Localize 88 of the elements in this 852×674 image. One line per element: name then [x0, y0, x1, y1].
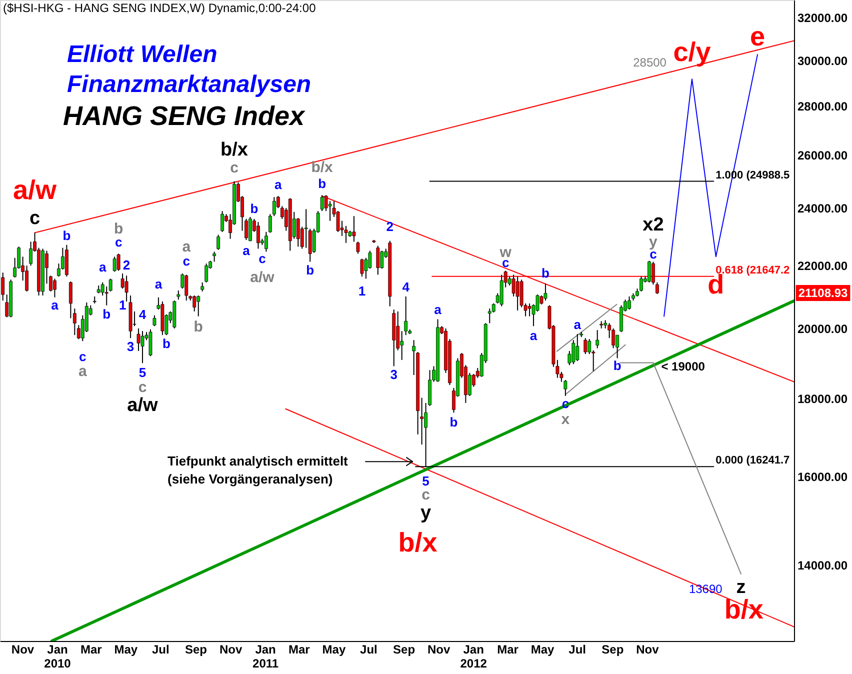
annotation: b: [318, 176, 326, 192]
annotation: 1: [118, 298, 126, 313]
annotation: a: [98, 259, 107, 274]
annotation: c: [422, 486, 430, 504]
y-tick-label: 20000.00: [798, 322, 848, 336]
text: 21108.93: [798, 286, 848, 300]
annotation: c: [79, 349, 86, 364]
chart-title: ($HSI-HKG - HANG SENG INDEX,W) Dynamic,0:00-24:00: [3, 1, 316, 15]
annotation: e: [750, 22, 766, 52]
x-tick-label: Jul: [152, 642, 170, 656]
annotation: c: [230, 159, 238, 176]
y-tick-label: 28000.00: [798, 99, 848, 114]
x-tick-label: Sep: [185, 642, 208, 656]
annotation: 2: [386, 218, 394, 234]
annotation: c: [138, 379, 147, 396]
x-tick-label: Sep: [393, 642, 416, 656]
annotation: 28500: [633, 55, 667, 70]
annotation: Elliott Wellen: [67, 41, 218, 68]
y-tick-label: 16000.00: [798, 470, 848, 484]
annotation: Tiefpunkt analytisch ermittelt: [168, 454, 349, 469]
annotation: a: [182, 238, 192, 256]
annotation: b: [450, 414, 458, 430]
x-tick-label: Nov: [427, 642, 450, 656]
annotation: 3: [126, 339, 134, 354]
annotation: x2: [642, 214, 664, 236]
annotation: a/w: [13, 174, 58, 205]
x-tick-label: Mar: [497, 642, 519, 656]
x-tick-label: May: [114, 642, 138, 656]
annotation: b: [194, 318, 203, 336]
annotation: a: [574, 317, 582, 332]
annotation: y: [420, 502, 432, 524]
annotation: 0.000 (16241.7: [716, 454, 790, 467]
annotation: 2: [122, 258, 130, 273]
x-tick-label: Mar: [80, 642, 102, 656]
y-tick-label: 32000.00: [798, 11, 848, 26]
text: HANG SENG Index: [63, 101, 306, 131]
annotation: b: [306, 262, 314, 278]
annotation: w: [498, 244, 512, 261]
x-tick-label: Mar: [288, 642, 310, 656]
annotation: < 19000: [661, 360, 706, 374]
x-tick-label: Jul: [360, 642, 378, 656]
y-tick-label: 14000.00: [798, 558, 848, 572]
annotation: a/w: [250, 268, 275, 286]
y-tick-label: 26000.00: [798, 148, 848, 163]
annotation: a: [154, 276, 163, 292]
annotation: 4: [402, 279, 410, 294]
annotation: c/y: [673, 37, 711, 68]
y-tick-label: 30000.00: [798, 54, 848, 68]
x-tick-label: Nov: [219, 642, 242, 656]
annotation: c: [29, 208, 40, 229]
annotation: b: [250, 200, 258, 216]
y-tick-label: 24000.00: [798, 202, 848, 216]
x-tick-label: Jan 2010: [44, 642, 72, 670]
annotation: a: [78, 363, 88, 380]
y-tick-label: 18000.00: [798, 392, 848, 406]
annotation: b: [62, 228, 71, 243]
annotation: c: [182, 254, 190, 269]
annotation: Finanzmarktanalysen: [67, 71, 312, 98]
annotation: (siehe Vorgängeranalysen): [168, 472, 333, 487]
annotation: a: [274, 177, 283, 192]
annotation: b: [102, 306, 111, 322]
annotation: 1: [358, 284, 366, 299]
annotation: c: [258, 250, 266, 266]
annotation: a: [51, 297, 60, 312]
annotation: 3: [390, 367, 398, 382]
x-tick-label: Nov: [636, 642, 660, 656]
annotation: a: [242, 242, 251, 258]
annotation: 5: [422, 474, 430, 489]
annotation: b/x: [398, 528, 438, 558]
annotation: b/x: [220, 139, 248, 160]
x-tick-label: Nov: [11, 642, 34, 656]
x-tick-label: Jan 2012: [460, 642, 488, 670]
x-tick-label: Sep: [602, 642, 624, 656]
annotation: b: [613, 358, 622, 374]
x-tick-label: Jul: [568, 642, 586, 656]
annotation: x: [561, 410, 570, 428]
annotation: a: [434, 302, 442, 318]
annotation: a: [530, 328, 538, 344]
annotation: z: [736, 576, 746, 598]
x-tick-label: May: [530, 642, 555, 656]
annotation: b: [162, 336, 170, 352]
annotation: b/x: [311, 159, 334, 176]
x-tick-label: Jan 2011: [252, 642, 279, 670]
x-tick-label: May: [322, 642, 346, 656]
annotation: 5: [138, 365, 146, 380]
y-tick-label: 22000.00: [798, 259, 848, 274]
annotation: a/w: [127, 395, 158, 416]
annotation: 4: [138, 307, 147, 322]
